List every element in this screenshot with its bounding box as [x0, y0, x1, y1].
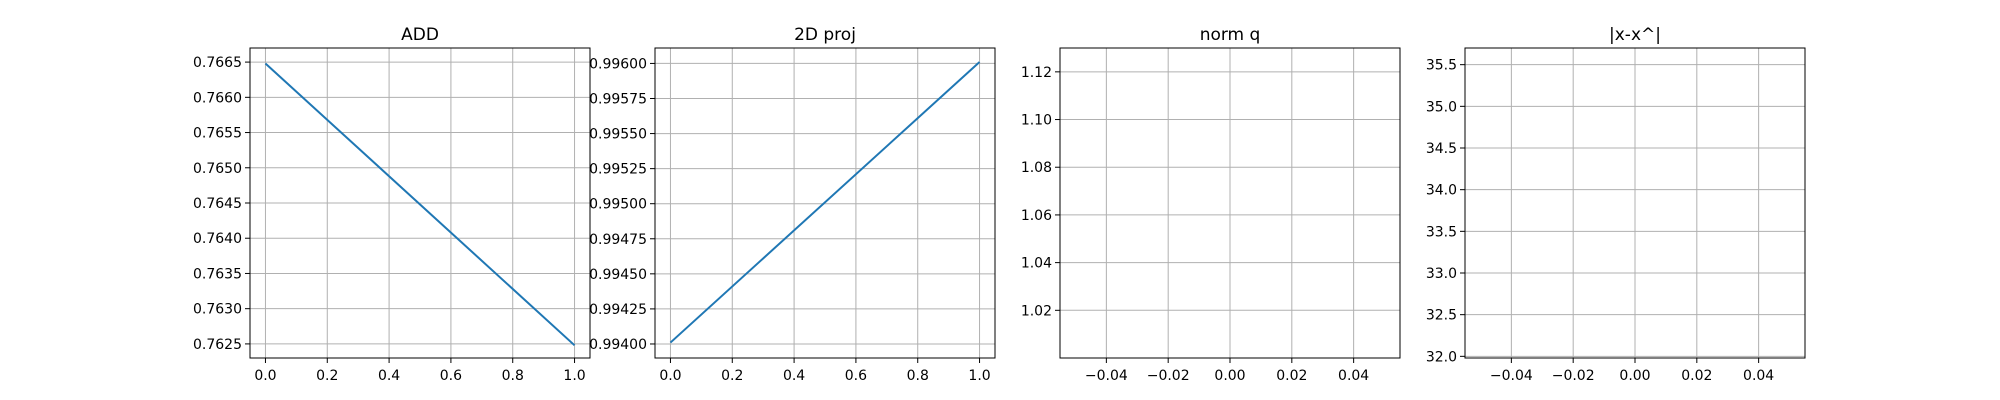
y-tick-label-4: 0.99500	[589, 197, 647, 213]
x-tick-label-2: 0.00	[1214, 368, 1245, 384]
x-tick-label-4: 0.04	[1743, 368, 1774, 384]
x-tick-label-3: 0.6	[845, 368, 867, 384]
x-tick-label-3: 0.6	[440, 368, 462, 384]
x-tick-label-5: 1.0	[563, 368, 585, 384]
y-tick-label-2: 0.7635	[193, 266, 242, 282]
subplot-4: −0.04 −0.02 0.00 0.02 0.04 32.0 32.5 33.0 33.5 34…	[1426, 25, 1806, 384]
x-tick-label-4: 0.04	[1338, 368, 1369, 384]
y-tick-label-1: 1.04	[1021, 256, 1052, 272]
chart-title: |x-x^|	[1609, 25, 1661, 45]
series-line-0	[264, 62, 576, 347]
y-tick-label-0: 0.99400	[589, 337, 647, 353]
x-tick-label-1: 0.2	[721, 368, 743, 384]
subplot-2: 0.0 0.2 0.4 0.6 0.8 1.0 0.99400 0.99425 0.99450 0…	[589, 25, 996, 384]
y-tick-label-4: 1.10	[1021, 113, 1052, 129]
y-tick-label-3: 33.5	[1426, 224, 1457, 240]
x-tick-label-0: 0.0	[254, 368, 276, 384]
y-tick-label-6: 0.99550	[589, 127, 647, 143]
y-tick-label-3: 0.99475	[589, 232, 647, 248]
x-tick-label-0: 0.0	[659, 368, 681, 384]
y-tick-label-8: 0.99600	[589, 56, 647, 72]
axes-frame	[654, 47, 996, 359]
y-tick-label-3: 1.08	[1021, 160, 1052, 176]
y-tick-label-0: 1.02	[1021, 303, 1052, 319]
chart-title: norm q	[1200, 25, 1261, 45]
x-tick-label-1: −0.02	[1147, 368, 1190, 384]
chart-title: 2D proj	[794, 25, 856, 45]
y-tick-label-5: 34.5	[1426, 141, 1457, 157]
x-tick-label-2: 0.00	[1619, 368, 1650, 384]
y-tick-label-7: 0.99575	[589, 91, 647, 107]
subplot-1: 0.0 0.2 0.4 0.6 0.8 1.0 0.7625 0.7630 0.7635 0.76…	[193, 25, 591, 384]
y-tick-label-0: 32.0	[1426, 349, 1457, 365]
x-tick-label-4: 0.8	[502, 368, 524, 384]
x-tick-label-2: 0.4	[378, 368, 400, 384]
chart-title: ADD	[401, 25, 439, 45]
x-tick-label-1: −0.02	[1552, 368, 1595, 384]
x-tick-label-0: −0.04	[1085, 368, 1128, 384]
x-tick-label-0: −0.04	[1490, 368, 1533, 384]
series-line-0	[669, 61, 981, 344]
y-tick-label-2: 0.99450	[589, 267, 647, 283]
x-tick-label-1: 0.2	[316, 368, 338, 384]
y-tick-label-3: 0.7640	[193, 231, 242, 247]
x-tick-label-2: 0.4	[783, 368, 805, 384]
y-tick-label-5: 0.7650	[193, 161, 242, 177]
x-tick-label-3: 0.02	[1681, 368, 1712, 384]
y-tick-label-2: 33.0	[1426, 266, 1457, 282]
y-tick-label-2: 1.06	[1021, 208, 1052, 224]
y-tick-label-7: 0.7660	[193, 90, 242, 106]
y-tick-label-4: 0.7645	[193, 196, 242, 212]
x-tick-label-5: 1.0	[968, 368, 990, 384]
y-tick-label-4: 34.0	[1426, 183, 1457, 199]
x-tick-label-4: 0.8	[907, 368, 929, 384]
x-tick-label-3: 0.02	[1276, 368, 1307, 384]
y-tick-label-1: 0.99425	[589, 302, 647, 318]
y-tick-label-6: 0.7655	[193, 126, 242, 142]
y-tick-label-5: 0.99525	[589, 162, 647, 178]
subplot-3: −0.04 −0.02 0.00 0.02 0.04 1.02 1.04 1.06 1.08 1.…	[1021, 25, 1401, 384]
y-tick-label-1: 0.7630	[193, 302, 242, 318]
y-tick-label-0: 0.7625	[193, 337, 242, 353]
y-tick-label-7: 35.5	[1426, 58, 1457, 74]
y-tick-label-6: 35.0	[1426, 99, 1457, 115]
y-tick-label-8: 0.7665	[193, 55, 242, 71]
y-tick-label-5: 1.12	[1021, 65, 1052, 81]
y-tick-label-1: 32.5	[1426, 308, 1457, 324]
